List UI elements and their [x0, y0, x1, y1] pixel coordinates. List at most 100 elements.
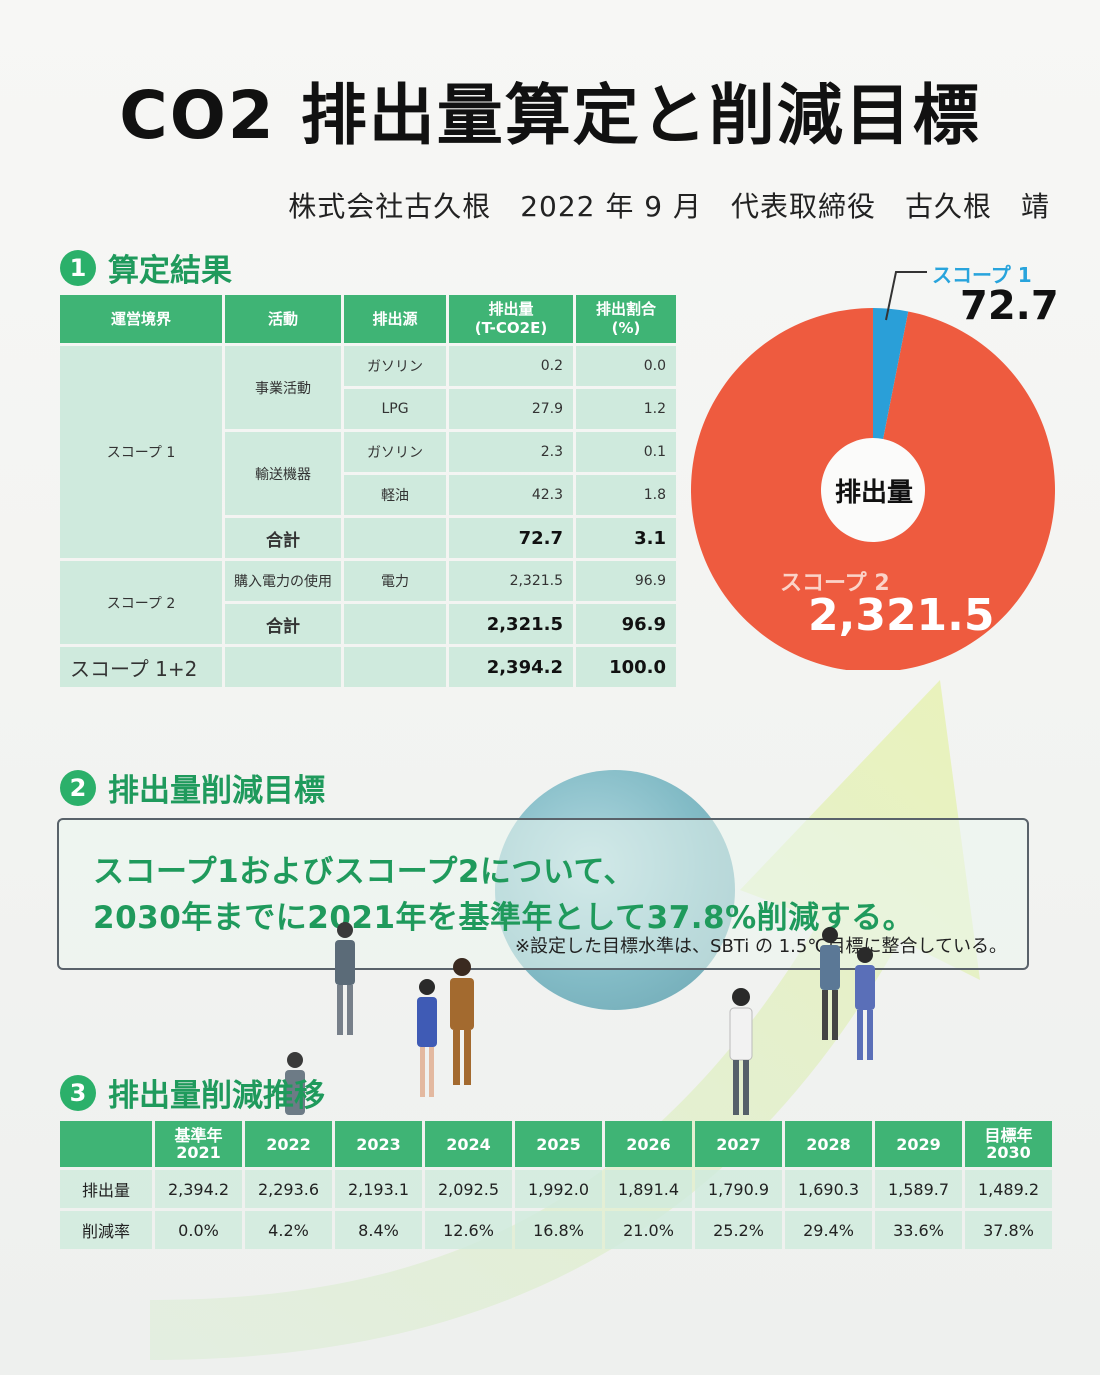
reduction-cell: 12.6% — [425, 1211, 512, 1249]
reduction-cell: 21.0% — [605, 1211, 692, 1249]
page-title: CO2 排出量算定と削減目標 — [119, 77, 981, 154]
table-row: 合計 72.7 3.1 — [60, 518, 676, 558]
person-figure-icon — [729, 988, 753, 1115]
person-figure-icon — [285, 1052, 305, 1115]
year-tag: 目標年 — [984, 1126, 1033, 1145]
scope2-label: スコープ 2 — [780, 571, 890, 596]
reduction-cell: 29.4% — [785, 1211, 872, 1249]
scope2-value: 2,321.5 — [808, 590, 995, 641]
share-cell: 1.2 — [576, 389, 676, 429]
scope-cell: スコープ 1 — [60, 346, 222, 558]
scope1-leader-line — [885, 271, 927, 321]
row-header: 削減率 — [60, 1211, 152, 1249]
scope1-label: スコープ 1 — [932, 263, 1032, 287]
amount-cell: 2,321.5 — [449, 561, 573, 601]
scope-cell: スコープ 2 — [60, 561, 222, 644]
table-row: 削減率 0.0% 4.2% 8.4% 12.6% 16.8% 21.0% 25.… — [60, 1211, 1052, 1249]
year-label: 2024 — [446, 1134, 491, 1154]
year-label: 2021 — [176, 1143, 221, 1162]
empty-cell — [344, 647, 446, 687]
reduction-cell: 33.6% — [875, 1211, 962, 1249]
target-statement-box: スコープ1およびスコープ2について、 2030年までに2021年を基準年として3… — [57, 818, 1029, 970]
year-header: 基準年 2021 — [155, 1121, 242, 1167]
section-number: 1 — [60, 249, 96, 286]
share-cell: 96.9 — [576, 604, 676, 644]
section-heading-calc: 1 算定結果 — [60, 245, 232, 290]
target-line-1: スコープ1およびスコープ2について、 — [93, 854, 635, 890]
share-cell: 0.1 — [576, 432, 676, 472]
activity-cell: 輸送機器 — [225, 432, 341, 515]
donut-slice-scope2 — [691, 308, 1055, 670]
emission-cell: 1,992.0 — [515, 1170, 602, 1208]
share-cell: 96.9 — [576, 561, 676, 601]
emission-cell: 1,589.7 — [875, 1170, 962, 1208]
person-figure-icon — [450, 958, 474, 1085]
year-tag: 基準年 — [174, 1126, 223, 1145]
year-label: 2029 — [896, 1134, 941, 1154]
section-number: 2 — [60, 769, 96, 806]
donut-center-label: 排出量 — [834, 478, 913, 508]
table-row: 輸送機器 ガソリン 2.3 0.1 — [60, 432, 676, 515]
empty-cell — [344, 518, 446, 558]
section-heading-target: 2 排出量削減目標 — [60, 765, 325, 810]
amount-cell: 2,321.5 — [449, 604, 573, 644]
emission-cell: 1,891.4 — [605, 1170, 692, 1208]
target-line-2: 2030年までに2021年を基準年として37.8%削減する。 — [93, 900, 915, 936]
year-label: 2028 — [806, 1134, 851, 1154]
amount-cell: 42.3 — [449, 475, 573, 515]
table-row: スコープ 1+2 2,394.2 100.0 — [60, 647, 676, 687]
emission-cell: 1,690.3 — [785, 1170, 872, 1208]
section-title: 排出量削減推移 — [108, 1078, 325, 1114]
reduction-cell: 37.8% — [965, 1211, 1052, 1249]
total-label-cell: 合計 — [225, 518, 341, 558]
emission-cell: 2,193.1 — [335, 1170, 422, 1208]
table-row: スコープ 1 事業活動 ガソリン 0.2 0.0 — [60, 346, 676, 558]
activity-cell: 事業活動 — [225, 346, 341, 429]
empty-cell — [225, 647, 341, 687]
donut-slice-scope1 — [873, 308, 909, 439]
amount-cell: 0.2 — [449, 346, 573, 386]
year-header: 目標年 2030 — [965, 1121, 1052, 1167]
reduction-cell: 8.4% — [335, 1211, 422, 1249]
row-header: 排出量 — [60, 1170, 152, 1208]
section-heading-trend: 3 排出量削減推移 — [60, 1070, 325, 1115]
person-figure-icon — [417, 979, 437, 1097]
year-header: 2022 — [245, 1121, 332, 1167]
table-header-row: 基準年 2021 2022 2023 2024 2025 2026 2027 20… — [60, 1121, 1052, 1167]
share-cell: 0.0 — [576, 346, 676, 386]
section-title: 排出量削減目標 — [108, 773, 325, 809]
page-subtitle: 株式会社古久根 2022 年 9 月 代表取締役 古久根 靖 — [288, 190, 1050, 223]
table-row: 排出量 2,394.2 2,293.6 2,193.1 2,092.5 1,99… — [60, 1170, 1052, 1208]
emission-donut-chart — [691, 308, 1055, 670]
source-cell: 電力 — [344, 561, 446, 601]
share-cell: 1.8 — [576, 475, 676, 515]
emission-cell: 2,394.2 — [155, 1170, 242, 1208]
column-header: 排出量 (T-CO2E) — [449, 295, 573, 343]
column-header: 活動 — [225, 295, 341, 343]
amount-cell: 2,394.2 — [449, 647, 573, 687]
year-label: 2022 — [266, 1134, 311, 1154]
year-label: 2027 — [716, 1134, 761, 1154]
column-header: 運営境界 — [60, 295, 222, 343]
amount-cell: 2.3 — [449, 432, 573, 472]
year-header: 2029 — [875, 1121, 962, 1167]
total-label-cell: 合計 — [225, 604, 341, 644]
empty-cell — [344, 604, 446, 644]
share-cell: 100.0 — [576, 647, 676, 687]
emission-cell: 2,293.6 — [245, 1170, 332, 1208]
year-header: 2023 — [335, 1121, 422, 1167]
grand-total-label: スコープ 1+2 — [60, 647, 222, 687]
reduction-cell: 4.2% — [245, 1211, 332, 1249]
column-header: 排出源 — [344, 295, 446, 343]
section-number: 3 — [60, 1074, 96, 1111]
table-header-row: 運営境界 活動 排出源 排出量 (T-CO2E) 排出割合 (%) — [60, 295, 676, 343]
amount-cell: 72.7 — [449, 518, 573, 558]
source-cell: LPG — [344, 389, 446, 429]
share-cell: 3.1 — [576, 518, 676, 558]
emission-cell: 2,092.5 — [425, 1170, 512, 1208]
scope1-value: 72.7 — [960, 283, 1059, 329]
table-row: スコープ 2 購入電力の使用 電力 2,321.5 96.9 — [60, 561, 676, 644]
source-cell: ガソリン — [344, 432, 446, 472]
amount-cell: 27.9 — [449, 389, 573, 429]
